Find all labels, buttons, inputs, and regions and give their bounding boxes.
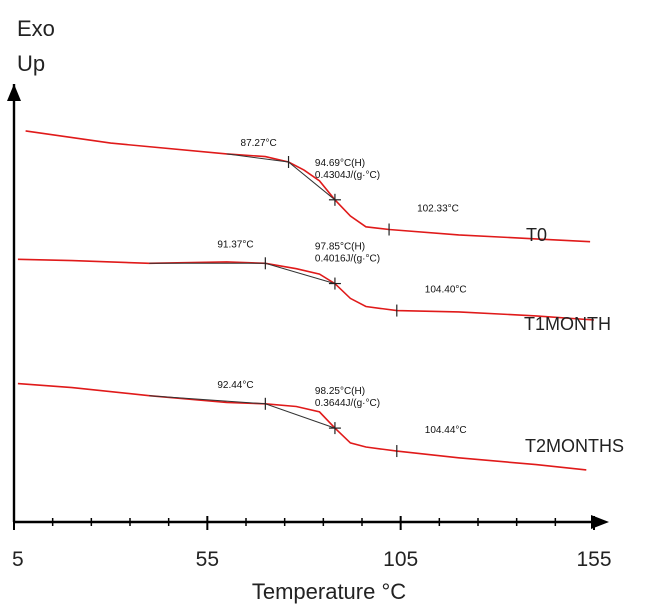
annotation-midpoint-t0: 94.69°C(H) bbox=[315, 158, 365, 169]
annotation-midpoint-t2months: 98.25°C(H) bbox=[315, 386, 365, 397]
x-axis-arrowhead bbox=[591, 515, 609, 529]
annotation-onset-t1month: 91.37°C bbox=[217, 239, 253, 250]
annotation-deltacp-t1month: 0.4016J/(g·°C) bbox=[315, 254, 380, 265]
annotation-deltacp-t2months: 0.3644J/(g·°C) bbox=[315, 398, 380, 409]
x-tick-label: 155 bbox=[576, 548, 611, 571]
dsc-curves: 87.27°C 94.69°C(H)0.4304J/(g·°C) 102.33°C T… bbox=[17, 130, 624, 471]
fit-line-t1month bbox=[149, 262, 336, 285]
y-axis-label-line-1: Exo bbox=[17, 16, 55, 41]
x-tick-label: 5 bbox=[12, 548, 24, 571]
annotation-onset-t2months: 92.44°C bbox=[217, 380, 253, 391]
series-label-t2months: T2MONTHS bbox=[525, 436, 624, 456]
annotation-end-t1month: 104.40°C bbox=[425, 285, 467, 296]
annotation-end-t0: 102.33°C bbox=[417, 204, 459, 215]
x-ticks bbox=[13, 516, 595, 530]
y-axis-label-line-2: Up bbox=[17, 51, 45, 76]
curve-t0 bbox=[25, 130, 591, 243]
x-tick-label: 105 bbox=[383, 548, 418, 571]
series-label-t0: T0 bbox=[526, 225, 547, 245]
x-axis-label: Temperature °C bbox=[252, 579, 406, 604]
x-tick-labels: 5 55 105 155 bbox=[12, 548, 612, 571]
fit-line-t2months bbox=[149, 395, 336, 429]
curve-t1month bbox=[17, 258, 595, 321]
y-axis-arrowhead bbox=[7, 84, 21, 101]
annotation-deltacp-t0: 0.4304J/(g·°C) bbox=[315, 170, 380, 181]
annotation-end-t2months: 104.44°C bbox=[425, 425, 467, 436]
annotation-onset-t0: 87.27°C bbox=[241, 138, 277, 149]
annotation-midpoint-t1month: 97.85°C(H) bbox=[315, 242, 365, 253]
series-label-t1month: T1MONTH bbox=[524, 314, 611, 334]
x-tick-label: 55 bbox=[196, 548, 219, 571]
curve-t2months bbox=[17, 382, 587, 471]
